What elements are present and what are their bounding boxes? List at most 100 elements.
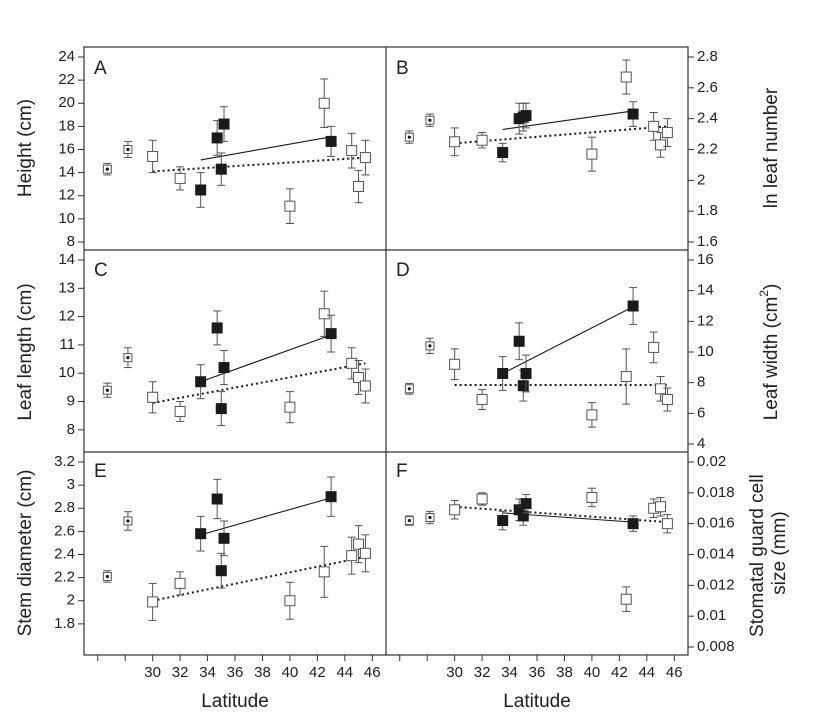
ylabel-D-close: ) [761,284,782,290]
data-point-filled [215,403,227,415]
y-tick-label: 2.2 [697,140,718,157]
data-point-open [661,394,673,406]
panel-D-marks: 4 6 8 10 12 14 16 [404,251,714,452]
data-point-center-dot [428,118,432,122]
data-point-filled [211,493,223,505]
data-point-filled [513,335,525,347]
panel-label-C: C [94,260,108,281]
fit-line-solid [502,306,634,374]
x-tick-label: 38 [556,664,573,681]
data-point-open [346,357,358,369]
data-point-open [476,394,488,406]
y-tick-label: 16 [697,251,714,268]
panel-A: Height (cm) A [15,58,107,197]
data-point-filled [520,498,532,510]
data-point-open [174,172,186,184]
x-tick-label: 42 [309,664,326,681]
data-point-open [284,595,296,607]
ylabel-B: ln leaf number [761,87,782,208]
fit-line-dotted [152,555,366,602]
y-tick-label: 11 [59,336,75,353]
data-point-open [449,358,461,370]
y-tick-label: 14 [58,251,75,268]
y-tick-label: 0.018 [697,484,735,501]
data-point-open [353,371,365,383]
panel-label-D: D [396,260,410,281]
panel-B-marks: 1.6 1.8 2 2.2 2.4 2.6 2.8 [404,48,718,250]
x-tick-label: 34 [199,664,216,681]
y-tick-label: 2.8 [697,48,718,65]
y-tick-label: 2.8 [54,499,75,516]
panel-D: Leaf width (cm2) D [396,260,782,420]
data-point-filled [627,300,639,312]
y-tick-label: 2.6 [54,522,75,539]
data-point-filled [497,515,509,527]
x-tick-label: 46 [364,664,381,681]
y-tick-label: 10 [58,364,75,381]
y-tick-label: 14 [58,164,75,181]
data-point-open [476,134,488,146]
xlabel-right: Latitude [503,691,571,712]
data-point-filled [627,108,639,120]
y-tick-label: 1.8 [697,202,718,219]
data-point-center-dot [105,167,109,171]
x-tick-label: 46 [666,664,683,681]
data-point-open [655,501,667,513]
data-point-open [174,405,186,417]
data-point-center-dot [407,135,411,139]
y-tick-label: 12 [697,312,714,329]
x-tick-label: 30 [446,664,463,681]
xlabel-left: Latitude [201,691,269,712]
y-tick-label: 0.014 [697,545,735,562]
y-tick-label: 2.4 [54,545,75,562]
data-point-open [449,504,461,516]
data-point-open [353,181,365,192]
data-point-filled [211,322,223,334]
data-point-open [318,566,330,578]
y-tick-label: 1.6 [697,233,718,250]
panel-C-marks: 8 9 10 11 12 13 14 [58,251,371,438]
y-tick-label: 16 [58,140,75,157]
y-tick-label: 2 [67,592,75,609]
y-tick-label: 4 [697,435,705,452]
data-point-open [318,97,330,109]
fit-line-dotted [152,156,366,173]
y-tick-label: 0.02 [697,453,726,470]
x-tick-label: 44 [638,664,655,681]
y-tick-label: 2 [697,171,705,188]
x-tick-label: 32 [474,664,491,681]
data-point-open [147,150,159,162]
panel-E-marks: 1.8 2 2.2 2.4 2.6 2.8 3 3.2 30 32 34 36 38 40 42 44 46 [54,453,380,681]
y-tick-label: 12 [58,187,75,204]
data-point-center-dot [105,388,109,392]
ylabel-C: Leaf length (cm) [15,283,36,420]
y-tick-label: 8 [697,374,705,391]
data-point-filled [325,491,337,503]
panel-label-F: F [396,461,408,482]
data-point-center-dot [105,574,109,579]
y-tick-label: 10 [697,343,714,360]
y-tick-label: 13 [58,279,75,296]
data-point-filled [195,528,207,540]
x-tick-label: 40 [282,664,299,681]
data-point-center-dot [126,519,130,523]
fit-line-solid [200,136,332,161]
data-point-filled [520,110,532,122]
data-point-center-dot [126,147,130,152]
x-tick-label: 32 [172,664,189,681]
ylabel-E: Stem diameter (cm) [15,470,36,637]
panel-label-A: A [94,58,107,79]
data-point-open [346,550,358,562]
y-tick-label: 6 [697,404,705,421]
data-point-open [284,401,296,413]
x-tick-label: 40 [584,664,601,681]
panel-F: Stomatal guard cell size (mm) F [396,461,790,637]
data-point-open [476,493,488,505]
y-tick-label: 24 [58,48,75,65]
fit-line-solid [200,497,332,536]
data-point-open [655,383,667,395]
fit-line-dotted [454,505,668,524]
data-point-center-dot [428,344,432,348]
panel-label-E: E [94,461,107,482]
